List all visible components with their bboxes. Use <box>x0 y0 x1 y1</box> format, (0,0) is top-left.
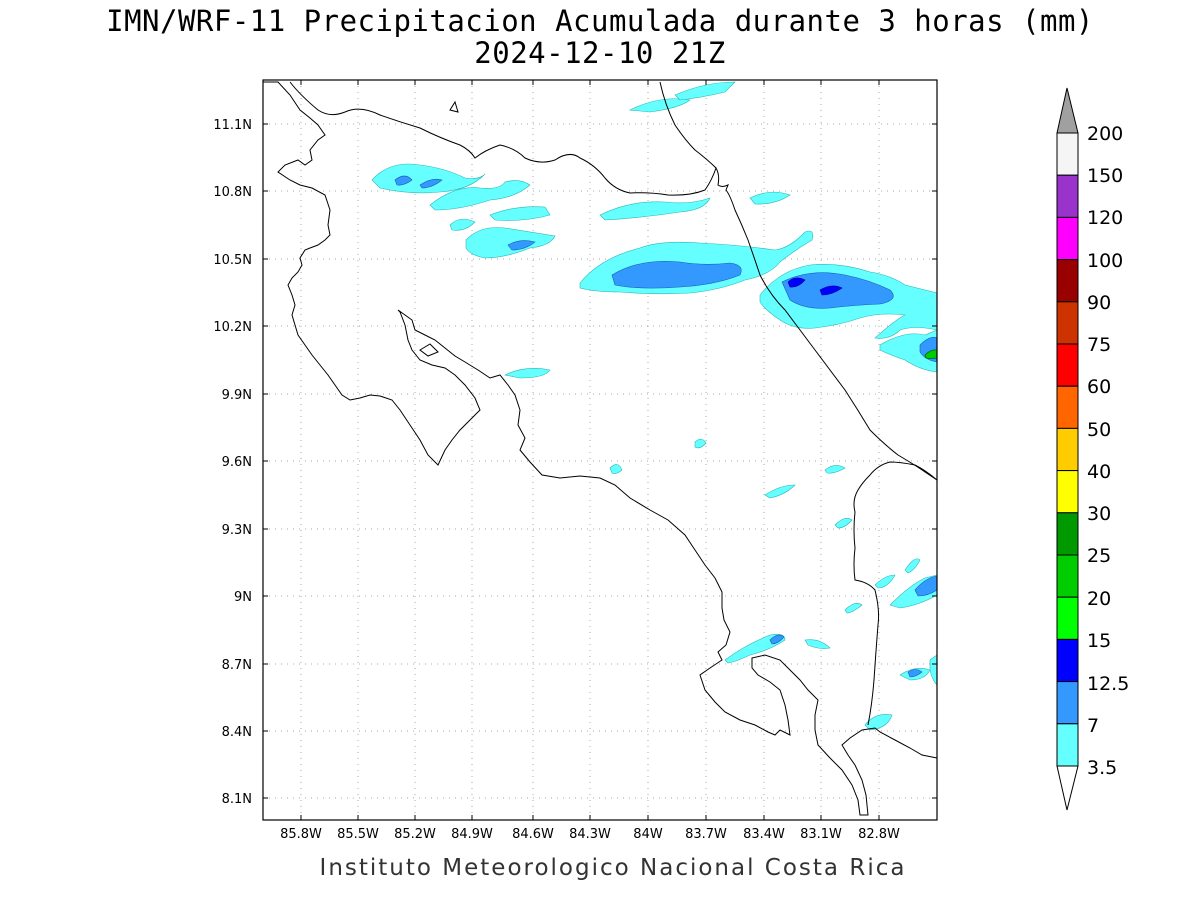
lat-tick-label: 9.9N <box>222 388 252 403</box>
colorbar-legend: 200 150 120 100 90 75 60 50 40 30 25 20 … <box>1056 87 1129 811</box>
colorbar-label: 30 <box>1087 503 1111 525</box>
lon-tick-label: 84.9W <box>451 827 493 842</box>
colorbar-label: 12.5 <box>1087 673 1129 695</box>
colorbar-swatch-60-75 <box>1056 343 1079 387</box>
lat-tick-label: 8.1N <box>222 792 252 807</box>
frame-tick-marks <box>263 80 937 820</box>
colorbar-swatch-12.5-15 <box>1056 638 1079 683</box>
colorbar-label: 60 <box>1087 376 1111 398</box>
lat-tick-label: 10.2N <box>213 320 252 335</box>
map-title: IMN/WRF-11 Precipitacion Acumulada duran… <box>106 4 1094 38</box>
colorbar-swatch-75-90 <box>1056 301 1079 345</box>
map-frame <box>262 79 938 821</box>
map-grid <box>263 80 937 820</box>
lon-tick-label: 83.7W <box>685 827 727 842</box>
lon-tick-label: 85.5W <box>337 827 379 842</box>
lat-tick-label: 10.5N <box>213 253 252 268</box>
precip-7-12.5-areas <box>394 175 938 678</box>
colorbar-label: 75 <box>1087 334 1111 356</box>
colorbar-label: 200 <box>1087 123 1123 145</box>
lon-tick-label: 84.6W <box>512 827 554 842</box>
colorbar-label: 20 <box>1087 588 1111 610</box>
colorbar-swatch-150-200 <box>1056 132 1079 176</box>
colorbar-swatch-15-20 <box>1056 596 1079 640</box>
lon-tick-label: 83.1W <box>800 827 842 842</box>
lon-tick-label: 82.8W <box>858 827 900 842</box>
lon-tick-label: 84W <box>633 827 663 842</box>
lon-tick-label: 83.4W <box>743 827 785 842</box>
colorbar-label: 3.5 <box>1087 757 1117 779</box>
lon-tick-label: 85.2W <box>394 827 436 842</box>
colorbar-label: 7 <box>1087 715 1099 737</box>
lon-tick-label: 84.3W <box>569 827 611 842</box>
colorbar-label: 15 <box>1087 630 1111 652</box>
coastline-borders <box>263 81 938 816</box>
longitude-labels: 85.8W 85.5W 85.2W 84.9W 84.6W 84.3W 84W … <box>280 827 900 842</box>
colorbar-label: 100 <box>1087 250 1123 272</box>
colorbar-swatch-100-120 <box>1056 216 1079 261</box>
colorbar-swatch-30-40 <box>1056 470 1079 514</box>
lat-tick-label: 9.6N <box>222 455 252 470</box>
colorbar-top-arrow <box>1056 87 1079 134</box>
lat-tick-label: 10.8N <box>213 185 252 200</box>
colorbar-label: 40 <box>1087 461 1111 483</box>
precip-3.5-7-areas <box>371 81 938 731</box>
lat-tick-label: 8.7N <box>222 658 252 673</box>
colorbar-bottom-arrow <box>1056 765 1079 811</box>
colorbar-swatch-50-60 <box>1056 385 1079 429</box>
map-date: 2024-12-10 21Z <box>474 36 726 70</box>
lon-tick-label: 85.8W <box>280 827 322 842</box>
lat-tick-label: 8.4N <box>222 725 252 740</box>
lat-tick-label: 9N <box>234 590 252 605</box>
lat-tick-label: 11.1N <box>213 118 252 133</box>
lat-tick-label: 9.3N <box>222 523 252 538</box>
colorbar-swatch-3.5-7 <box>1056 723 1079 767</box>
colorbar-swatch-90-100 <box>1056 259 1079 303</box>
precip-12.5-15-areas <box>787 277 843 296</box>
institution-footer: Instituto Meteorologico Nacional Costa R… <box>319 855 907 881</box>
colorbar-label: 90 <box>1087 292 1111 314</box>
colorbar-label: 150 <box>1087 165 1123 187</box>
colorbar-label: 25 <box>1087 545 1111 567</box>
colorbar-swatch-20-25 <box>1056 554 1079 598</box>
colorbar-label: 50 <box>1087 419 1111 441</box>
colorbar-swatch-25-30 <box>1056 512 1079 556</box>
colorbar-label: 120 <box>1087 207 1123 229</box>
colorbar-swatch-7-12.5 <box>1056 681 1079 725</box>
colorbar-swatch-120-150 <box>1056 174 1079 218</box>
colorbar-swatch-40-50 <box>1056 427 1079 472</box>
latitude-labels: 11.1N 10.8N 10.5N 10.2N 9.9N 9.6N 9.3N 9… <box>213 118 252 807</box>
